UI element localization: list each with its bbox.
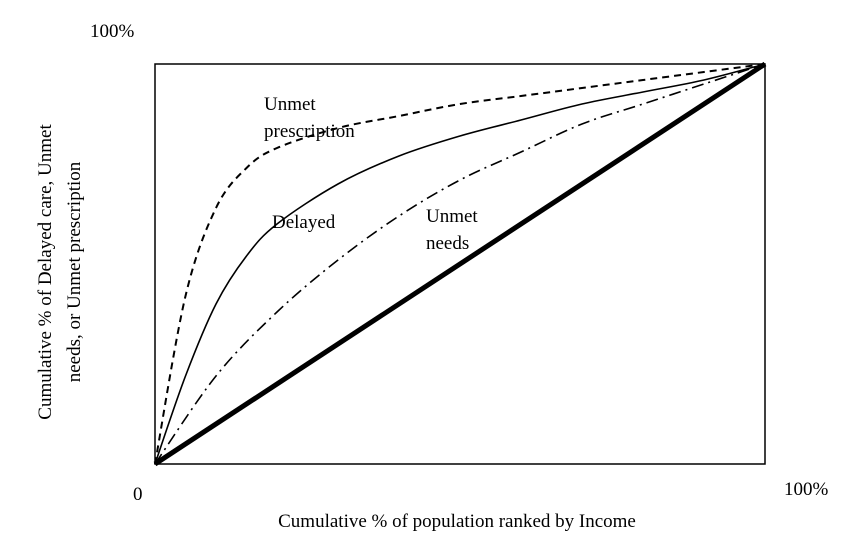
series-label-unmet-needs-line-1: Unmet: [426, 206, 478, 227]
series-label-unmet-needs-line-2: needs: [426, 233, 469, 254]
y-axis-label-line-1: Cumulative % of Delayed care, Unmet: [35, 124, 56, 420]
series-label-unmet-prescription-line-1: Unmet: [264, 94, 316, 115]
y-axis-label: Cumulative % of Delayed care, Unmet need…: [35, 124, 85, 420]
series-unmet-needs-line: [154, 63, 766, 465]
series-label-unmet-prescription-line-2: prescription: [264, 121, 355, 142]
y-max-tick-label: 100%: [90, 21, 135, 42]
origin-tick-label: 0: [133, 484, 143, 505]
plot-frame: [154, 63, 766, 465]
x-max-tick-label: 100%: [784, 479, 829, 500]
series-layer: [153, 61, 767, 467]
y-axis-label-line-2: needs, or Unmet prescription: [64, 161, 85, 382]
series-unmet-prescription-line: [154, 63, 766, 465]
series-label-delayed: Delayed: [272, 212, 336, 233]
x-axis-label: Cumulative % of population ranked by Inc…: [278, 511, 636, 532]
series-equality-line: [153, 61, 767, 467]
series-delayed-line: [154, 63, 766, 465]
